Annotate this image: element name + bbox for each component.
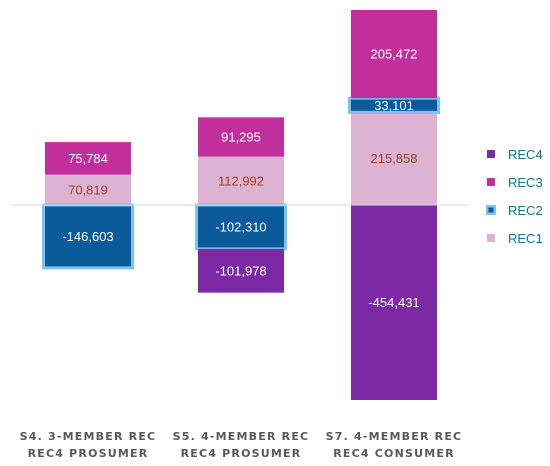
category-label-2-line-1: REC4 CONSUMER [333,447,455,460]
bar-rec1-0 [45,174,131,205]
legend-marker-rec3 [487,178,495,186]
bar-rec1-1 [198,156,284,205]
legend-marker-rec2 [488,207,494,213]
legend-label-rec4: REC4 [508,147,543,162]
data-label-rec4-1: -101,978 [215,263,266,278]
data-label-rec2-2: 33,101 [374,98,414,113]
data-label-rec1-0: 70,819 [68,182,108,197]
legend-label-rec2: REC2 [508,203,543,218]
data-label-rec3-1: 91,295 [221,129,261,144]
data-label-rec1-1: 112,992 [218,173,264,188]
legend-label-rec3: REC3 [508,175,543,190]
bar-rec2-0 [42,203,134,270]
data-label-rec3-0: 75,784 [68,151,108,166]
legend: REC4 REC3 REC2 REC1 [486,147,543,246]
data-label-rec1-2: 215,858 [371,151,418,166]
bar-rec1-2 [351,112,437,205]
data-label-rec3-2: 205,472 [371,47,418,62]
category-label-0-line-1: REC4 PROSUMER [28,447,149,460]
data-label-rec2-0: -146,603 [62,229,113,244]
bar-rec3-1 [198,117,284,157]
legend-label-rec1: REC1 [508,231,543,246]
category-label-2-line-0: S7. 4-MEMBER REC [326,430,463,443]
data-labels-layer: 70,819 -146,603 75,784 112,992 -102,310 91,29… [62,47,419,310]
category-label-1-line-1: REC4 PROSUMER [181,447,302,460]
category-label-0-line-0: S4. 3-MEMBER REC [20,430,157,443]
bar-rec3-2 [351,10,437,99]
bars-layer [42,10,440,400]
bar-rec3-0 [45,142,131,175]
category-label-1-line-0: S5. 4-MEMBER REC [173,430,310,443]
bar-rec4-2 [351,205,437,400]
bar-rec4-1 [198,248,284,293]
data-label-rec4-2: -454,431 [368,295,419,310]
category-labels-layer: S4. 3-MEMBER REC REC4 PROSUMER S5. 4-MEMBE… [20,430,463,460]
legend-marker-rec4 [487,150,495,158]
data-label-rec2-1: -102,310 [215,219,266,234]
legend-marker-rec1 [487,234,495,242]
